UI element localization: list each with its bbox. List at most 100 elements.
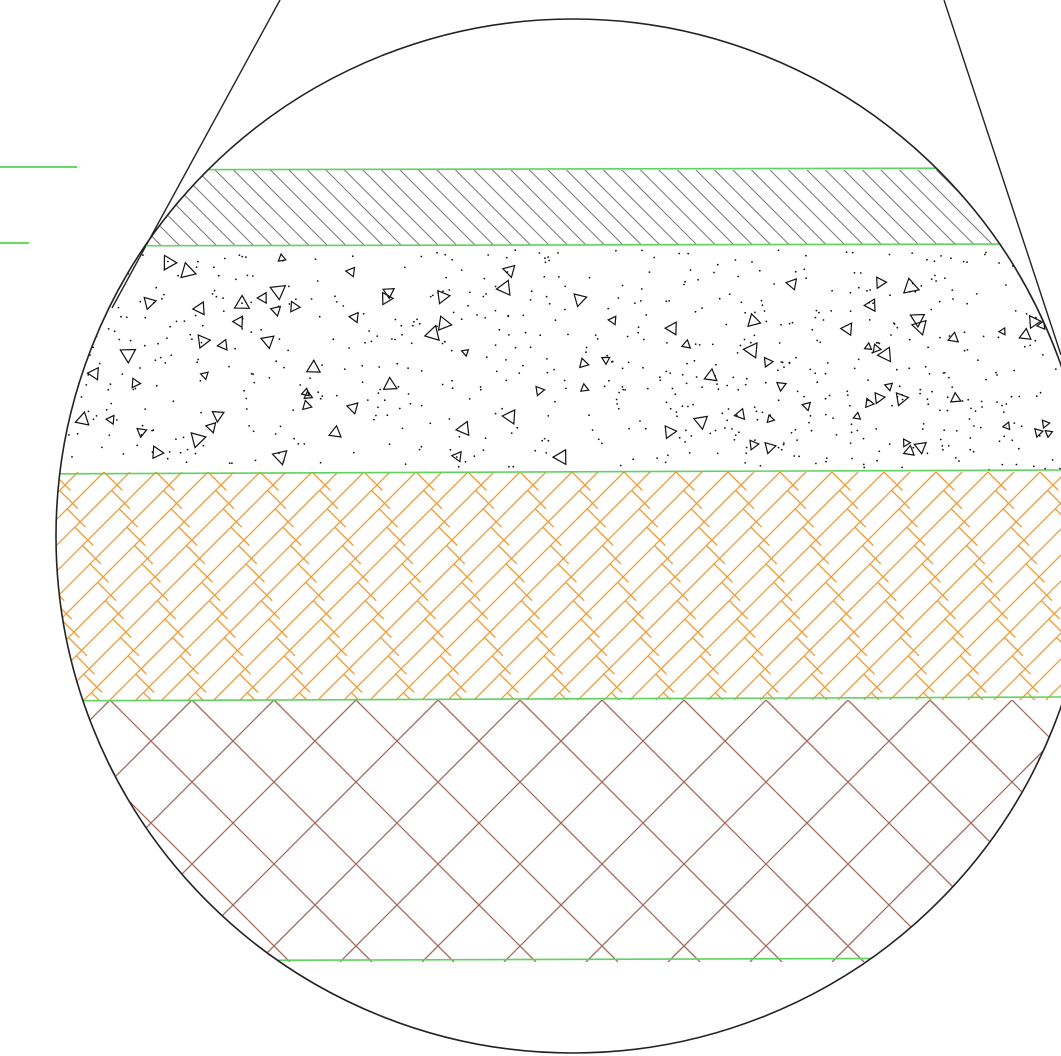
blockwork-cross-tick: [439, 655, 459, 675]
blockwork-cross-tick: [245, 563, 265, 583]
concrete-aggregate-triangle: [74, 410, 90, 426]
concrete-dot: [1017, 447, 1020, 450]
blockwork-cross-tick: [571, 472, 591, 491]
concrete-dot: [788, 361, 791, 364]
concrete-dot: [546, 358, 548, 360]
concrete-dot: [717, 388, 720, 391]
concrete-dot: [627, 361, 630, 364]
concrete-dot: [711, 343, 714, 346]
concrete-dot: [85, 384, 88, 386]
blockwork-cross-tick: [499, 673, 519, 694]
blockwork-cross-tick: [988, 600, 1009, 620]
blockwork-hatch-line: [445, 472, 677, 700]
blockwork-cross-tick: [230, 526, 250, 546]
blockwork-hatch-line: [679, 472, 911, 700]
concrete-dot: [388, 443, 391, 446]
blockwork-cross-tick: [742, 508, 763, 528]
blockwork-hatch-line: [835, 472, 1061, 700]
concrete-dot: [927, 403, 930, 406]
concrete-aggregate-triangle: [902, 277, 921, 294]
concrete-dot: [846, 390, 849, 393]
blockwork-cross-tick: [794, 508, 815, 528]
blockwork-cross-tick: [818, 692, 839, 700]
concrete-dot: [494, 285, 497, 288]
concrete-dot: [601, 442, 603, 445]
concrete-dot: [878, 450, 881, 453]
blockwork-cross-tick: [758, 545, 778, 565]
concrete-aggregate-triangle: [345, 402, 359, 416]
concrete-dot: [926, 452, 929, 455]
concrete-dot: [809, 368, 812, 371]
concrete-dot: [808, 421, 810, 424]
concrete-dot: [693, 359, 696, 362]
concrete-dot: [824, 397, 827, 400]
blockwork-cross-tick: [312, 600, 333, 620]
concrete-dot: [875, 342, 878, 344]
concrete-dot: [391, 338, 393, 340]
blockwork-cross-tick: [996, 618, 1016, 638]
blockwork-cross-tick: [364, 600, 385, 620]
concrete-dot: [409, 402, 412, 405]
blockwork-cross-tick: [898, 508, 919, 528]
concrete-dot: [134, 387, 137, 390]
concrete-dot: [617, 407, 620, 410]
concrete-aggregate-triangle: [578, 357, 590, 369]
concrete-dot: [687, 405, 689, 408]
blockwork-hatch-line: [289, 472, 521, 700]
concrete-aggregate-triangle: [104, 414, 115, 426]
concrete-aggregate-triangle: [382, 288, 396, 300]
concrete-dot: [632, 458, 635, 461]
concrete-dot: [473, 455, 476, 457]
concrete-dot: [778, 342, 781, 344]
blockwork-cross-tick: [1018, 545, 1038, 565]
concrete-aggregate-triangle: [664, 425, 678, 440]
surface-hatch-line: [212, 170, 292, 245]
concrete-dot: [228, 462, 231, 465]
surface-hatch-line: [434, 170, 514, 245]
concrete-dot: [397, 385, 400, 388]
blockwork-cross-tick: [83, 673, 103, 694]
concrete-dot: [1051, 459, 1054, 461]
concrete-aggregate-triangle: [437, 315, 453, 332]
concrete-aggregate-triangle: [1018, 327, 1032, 341]
concrete-dot: [853, 367, 856, 370]
concrete-dot: [448, 418, 451, 420]
concrete-aggregate-triangle: [1001, 420, 1011, 431]
blockwork-cross-tick: [594, 526, 614, 546]
blockwork-cross-tick: [141, 563, 161, 583]
concrete-dot: [685, 429, 687, 432]
concrete-dot: [621, 284, 624, 287]
concrete-dot: [969, 437, 972, 439]
concrete-aggregate-triangle: [910, 319, 927, 337]
concrete-dot: [1013, 422, 1016, 424]
concrete-dot: [926, 398, 929, 401]
blockwork-cross-tick: [787, 489, 807, 510]
blockwork-cross-tick: [870, 692, 891, 700]
surface-hatch-line: [860, 170, 939, 245]
concrete-dot: [888, 443, 891, 445]
blockwork-cross-tick: [253, 581, 273, 602]
concrete-dot: [889, 294, 891, 297]
concrete-dot: [168, 451, 171, 453]
blockwork-cross-tick: [238, 545, 258, 565]
subgrade-hatch-line: [585, 700, 849, 962]
concrete-aggregate-triangle: [902, 444, 915, 456]
concrete-dot: [241, 255, 244, 258]
blockwork-cross-tick: [467, 472, 487, 491]
concrete-dot: [250, 301, 253, 304]
blockwork-cross-tick: [892, 618, 912, 638]
surface-hatch-line: [379, 170, 458, 245]
concrete-dot: [928, 373, 931, 375]
concrete-dot: [876, 459, 878, 462]
concrete-dot: [295, 298, 297, 300]
blockwork-cross-tick: [283, 655, 303, 675]
blockwork-cross-tick: [944, 618, 964, 638]
concrete-dot: [101, 446, 103, 449]
blockwork-cross-tick: [714, 692, 735, 700]
concrete-dot: [418, 322, 421, 325]
concrete-dot: [591, 429, 594, 431]
concrete-dot: [980, 400, 983, 403]
blockwork-cross-tick: [56, 472, 71, 491]
concrete-dot: [361, 365, 364, 367]
concrete-dot: [547, 415, 550, 417]
